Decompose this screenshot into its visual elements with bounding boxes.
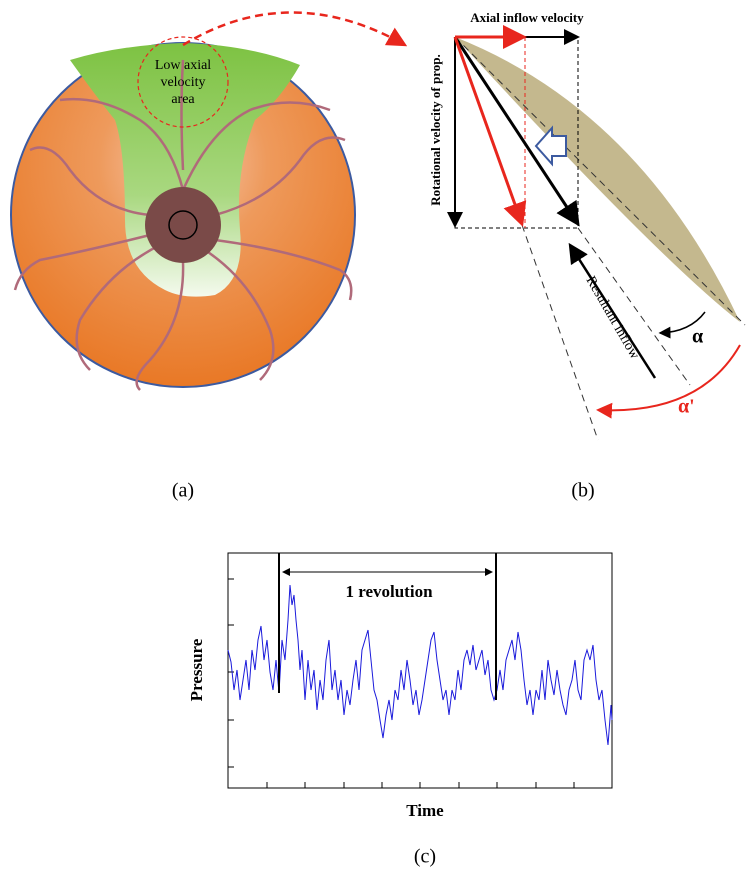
panel-label: (c)	[414, 846, 436, 868]
rotational-label: Rotational velocity of prop.	[428, 54, 443, 205]
resultant-label: Resultant inflow	[583, 274, 643, 363]
panel-label: (a)	[172, 480, 194, 502]
angle-label: α	[692, 326, 703, 348]
pressure-plot: 1 revolution Pressure Time	[187, 552, 613, 820]
region-label: Low axial	[155, 58, 211, 73]
region-label: velocity	[160, 75, 205, 90]
axial-label: Axial inflow velocity	[470, 10, 584, 25]
x-axis-label: Time	[406, 801, 444, 820]
region-label: area	[171, 92, 195, 107]
propeller-disc: Low axial velocity area	[10, 36, 356, 391]
velocity-diagram: Axial inflow velocity Rotational velocit…	[428, 10, 746, 441]
revolution-label: 1 revolution	[345, 582, 433, 601]
angle-label: α'	[678, 396, 695, 418]
panel-label: (b)	[571, 480, 594, 502]
y-axis-label: Pressure	[187, 638, 206, 701]
link-arrow	[182, 11, 408, 47]
